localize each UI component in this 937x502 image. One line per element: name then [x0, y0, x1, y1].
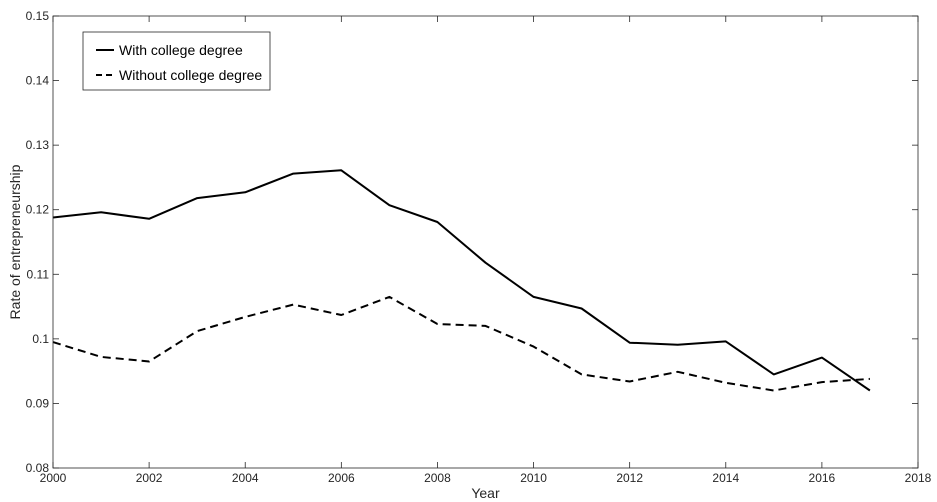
- x-tick-label: 2014: [712, 471, 739, 485]
- x-axis-ticks: 2000 2002 2004 2006 2008 2010 2012 2014 2016 2018: [40, 16, 932, 485]
- x-tick-label: 2016: [809, 471, 836, 485]
- y-axis-label: Rate of entrepreneurship: [7, 164, 23, 319]
- y-axis-ticks: 0.08 0.09 0.1 0.11 0.12 0.13 0.14 0.15: [26, 9, 918, 475]
- legend: With college degree Without college degre…: [82, 31, 271, 91]
- x-tick-label: 2006: [328, 471, 355, 485]
- legend-label: Without college degree: [119, 67, 262, 83]
- legend-box: [82, 31, 271, 91]
- x-tick-label: 2002: [136, 471, 163, 485]
- x-axis-label: Year: [471, 485, 500, 501]
- y-tick-label: 0.08: [26, 461, 50, 475]
- y-tick-label: 0.11: [27, 267, 50, 281]
- legend-label: With college degree: [119, 42, 243, 58]
- x-tick-label: 2012: [616, 471, 643, 485]
- x-tick-label: 2000: [40, 471, 67, 485]
- y-tick-label: 0.1: [32, 332, 49, 346]
- y-tick-label: 0.09: [26, 396, 50, 410]
- y-tick-label: 0.12: [26, 203, 50, 217]
- x-tick-label: 2004: [232, 471, 259, 485]
- x-tick-label: 2008: [424, 471, 451, 485]
- plot-area: [52, 169, 871, 392]
- y-tick-label: 0.13: [26, 138, 50, 152]
- x-tick-label: 2010: [520, 471, 547, 485]
- y-tick-label: 0.14: [26, 74, 50, 88]
- x-tick-label: 2018: [905, 471, 932, 485]
- series-line-without-college-degree: [52, 295, 870, 392]
- y-tick-label: 0.15: [26, 9, 50, 23]
- series-line-with-college-degree: [52, 169, 871, 392]
- plot-frame: [52, 15, 919, 469]
